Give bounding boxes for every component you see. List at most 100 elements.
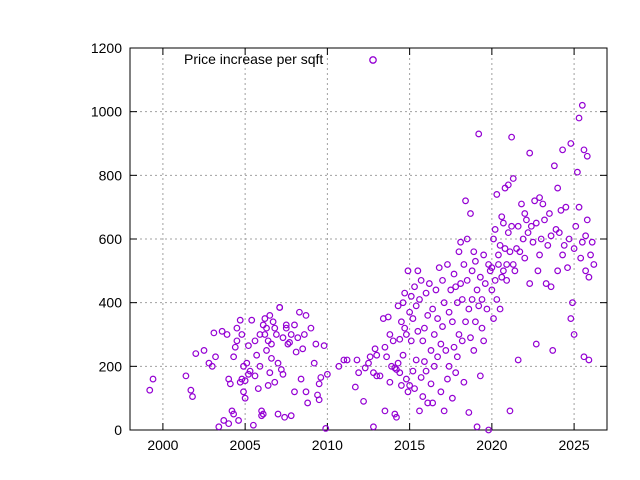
data-point xyxy=(537,235,545,243)
data-point xyxy=(585,356,593,364)
data-point xyxy=(268,354,275,362)
data-point xyxy=(409,367,417,375)
data-point xyxy=(506,407,514,415)
data-point xyxy=(440,407,448,415)
data-point xyxy=(376,372,384,380)
data-point xyxy=(291,388,298,396)
data-point xyxy=(425,280,433,287)
data-point xyxy=(434,315,441,322)
data-point xyxy=(189,393,196,400)
data-point xyxy=(414,327,422,335)
data-point xyxy=(417,374,425,381)
data-point xyxy=(587,251,594,259)
data-point xyxy=(547,232,555,240)
data-point xyxy=(226,380,234,388)
data-point xyxy=(495,251,502,259)
data-point xyxy=(323,370,331,378)
data-point xyxy=(427,380,435,388)
data-point xyxy=(212,353,219,361)
data-point xyxy=(291,321,298,329)
data-point xyxy=(490,235,497,243)
data-point xyxy=(575,203,583,211)
data-point xyxy=(246,367,254,375)
data-point xyxy=(567,140,575,147)
data-point xyxy=(254,385,262,393)
data-point xyxy=(279,334,287,342)
data-point xyxy=(230,353,238,361)
data-point xyxy=(496,241,504,249)
data-point xyxy=(430,362,438,370)
data-point xyxy=(424,312,432,319)
data-point xyxy=(439,323,446,330)
data-point xyxy=(478,296,486,303)
data-point xyxy=(208,362,216,370)
data-point xyxy=(476,372,484,380)
data-point xyxy=(485,426,492,434)
data-point xyxy=(462,197,469,205)
data-point xyxy=(448,318,456,326)
data-point xyxy=(445,308,453,316)
data-point xyxy=(381,343,389,351)
data-point xyxy=(192,350,200,358)
data-point xyxy=(514,222,522,230)
data-point xyxy=(370,423,377,431)
data-point xyxy=(470,248,478,256)
data-point xyxy=(384,313,392,321)
data-point xyxy=(472,318,479,326)
data-point xyxy=(554,184,562,192)
data-point xyxy=(567,315,575,322)
data-point xyxy=(370,369,377,377)
data-point xyxy=(340,356,348,364)
data-point xyxy=(463,276,471,284)
data-point xyxy=(264,382,272,389)
data-point xyxy=(440,299,448,307)
data-point xyxy=(146,386,154,394)
x-tick-label: 2010 xyxy=(312,437,343,453)
data-point xyxy=(421,358,428,365)
data-point xyxy=(481,280,489,287)
data-point xyxy=(580,353,588,361)
data-point xyxy=(235,417,242,424)
data-point xyxy=(261,315,269,322)
data-point xyxy=(200,347,208,354)
data-point xyxy=(527,222,535,230)
data-point xyxy=(523,216,530,224)
data-point xyxy=(499,267,507,275)
data-point xyxy=(233,337,241,345)
data-point xyxy=(416,407,423,415)
data-point xyxy=(444,375,451,383)
data-point xyxy=(483,305,491,313)
data-point xyxy=(381,407,389,415)
data-point xyxy=(582,267,590,275)
data-point xyxy=(565,235,573,243)
data-point xyxy=(287,331,295,338)
data-point xyxy=(453,299,461,307)
data-point xyxy=(488,264,496,272)
data-point xyxy=(297,375,305,383)
data-point xyxy=(231,343,239,351)
data-point xyxy=(570,245,578,252)
y-tick-label: 800 xyxy=(99,167,123,183)
data-point xyxy=(552,226,560,233)
data-point xyxy=(450,343,458,351)
data-point xyxy=(312,340,320,348)
data-point xyxy=(397,318,405,326)
data-point xyxy=(259,410,267,418)
data-point xyxy=(491,226,499,233)
data-point xyxy=(266,369,274,377)
data-point xyxy=(383,353,390,361)
data-point xyxy=(532,340,540,348)
data-point xyxy=(506,248,514,256)
data-points xyxy=(146,101,598,434)
data-point xyxy=(253,351,261,359)
y-tick-label: 1200 xyxy=(91,40,122,56)
data-point xyxy=(457,280,465,287)
data-point xyxy=(437,340,445,348)
data-point xyxy=(292,348,300,356)
data-point xyxy=(498,213,506,221)
data-point xyxy=(416,296,423,303)
data-point xyxy=(583,216,591,224)
data-point xyxy=(434,353,441,361)
data-point xyxy=(444,261,451,268)
data-point xyxy=(302,388,310,396)
